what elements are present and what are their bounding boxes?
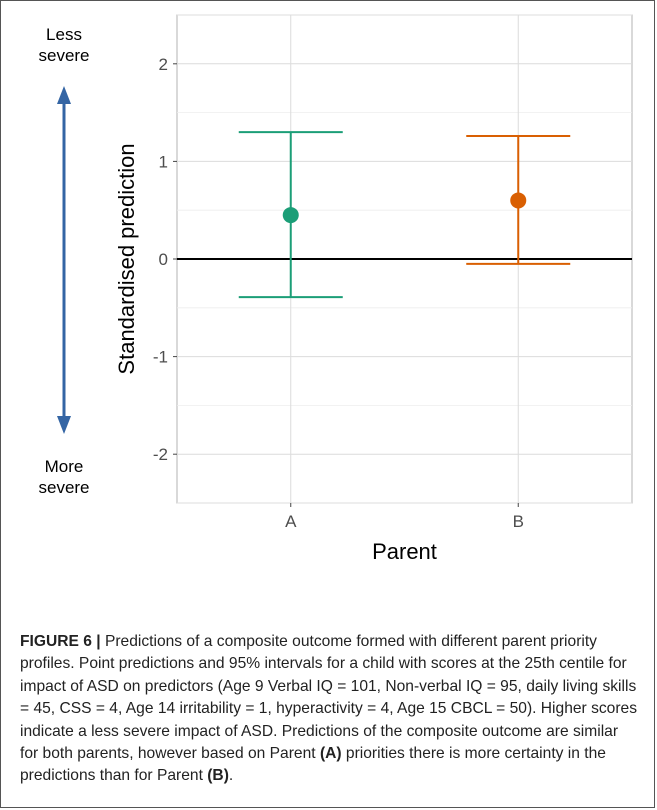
less-severe-label-line: severe xyxy=(38,46,89,65)
severity-arrow-head-down xyxy=(57,416,71,434)
y-tick-label: 0 xyxy=(159,250,168,269)
caption-text-2: priorities there is more certainty in th… xyxy=(20,745,606,785)
y-tick-label: -2 xyxy=(153,445,168,464)
y-tick-label: -1 xyxy=(153,348,168,367)
x-tick-label: A xyxy=(285,512,297,531)
caption-text-3: . xyxy=(228,767,234,785)
y-axis-label: Standardised prediction xyxy=(114,143,139,374)
x-tick-label: B xyxy=(513,512,524,531)
more-severe-label-line: More xyxy=(45,457,84,476)
caption-label: FIGURE 6 | xyxy=(20,633,101,650)
less-severe-label: Less severe xyxy=(38,25,89,65)
caption-ref-b: (B) xyxy=(207,767,229,785)
caption-text-1: Predictions of a composite outcome forme… xyxy=(20,633,637,763)
severity-arrow-head-up xyxy=(57,86,71,104)
point-estimate-B xyxy=(510,192,527,209)
y-tick-label: 1 xyxy=(159,152,168,171)
figure-caption: FIGURE 6 | Predictions of a composite ou… xyxy=(20,631,640,788)
caption-ref-a: (A) xyxy=(319,745,342,763)
less-severe-label-line: Less xyxy=(46,25,82,44)
x-axis-label: Parent xyxy=(372,539,437,564)
point-estimate-A xyxy=(282,207,299,224)
y-tick-label: 2 xyxy=(159,55,168,74)
more-severe-label: More severe xyxy=(38,457,89,497)
more-severe-label-line: severe xyxy=(38,478,89,497)
